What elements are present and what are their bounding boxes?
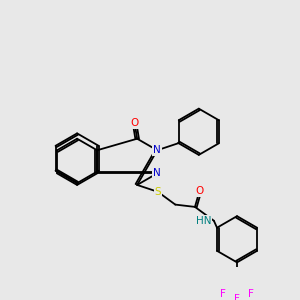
Text: F: F — [248, 289, 254, 298]
Text: F: F — [234, 294, 240, 300]
Text: N: N — [153, 168, 161, 178]
Text: N: N — [153, 145, 161, 155]
Text: S: S — [154, 187, 161, 197]
Text: F: F — [220, 289, 226, 298]
Text: O: O — [195, 186, 204, 196]
Text: HN: HN — [196, 216, 211, 226]
Text: O: O — [130, 118, 139, 128]
